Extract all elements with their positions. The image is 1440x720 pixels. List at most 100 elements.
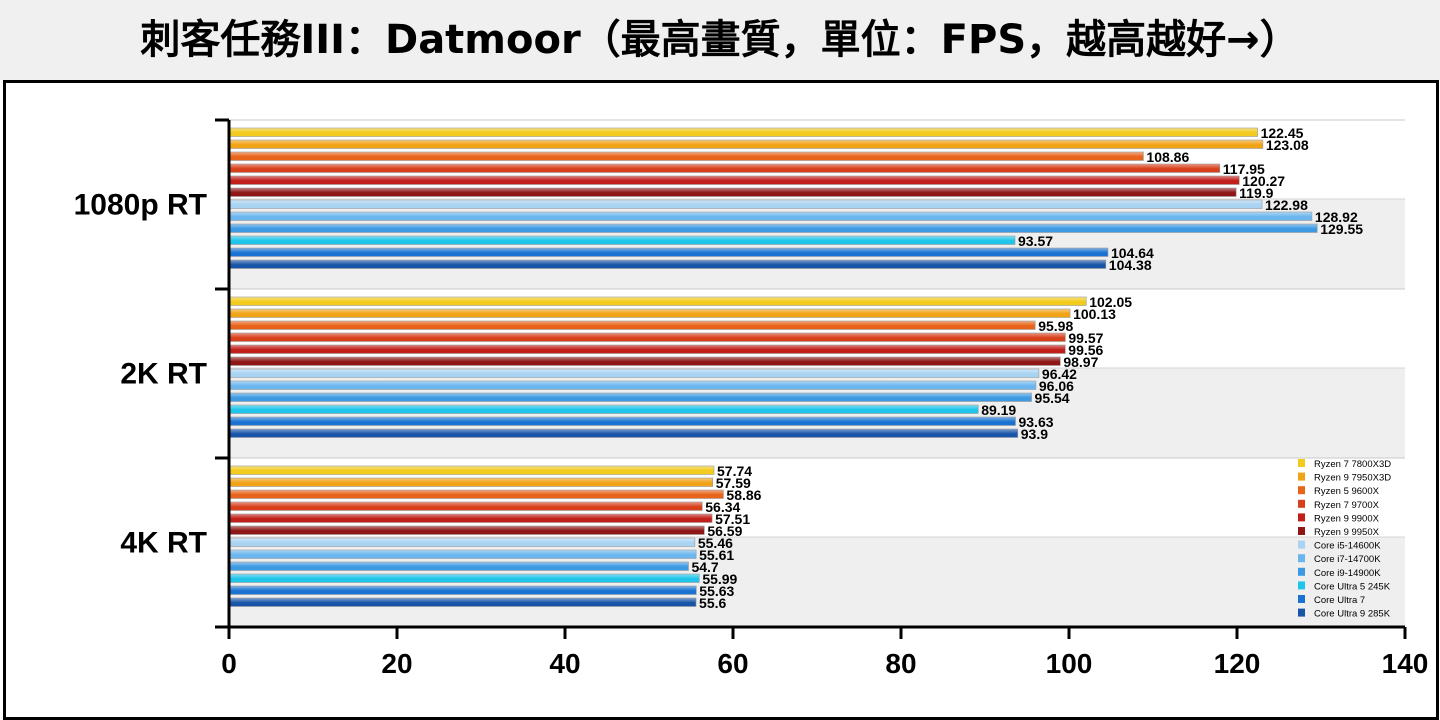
- value-label: 55.6: [699, 595, 726, 611]
- value-label: 58.86: [726, 487, 761, 503]
- x-tick-label: 60: [717, 648, 748, 679]
- bar-4k-rt-ryzen-9-9950x: [228, 525, 705, 535]
- legend-label: Core Ultra 5 245K: [1314, 581, 1391, 592]
- bar-2k-rt-core-i7-14700k: [228, 380, 1037, 390]
- legend-label: Core Ultra 7: [1314, 595, 1365, 606]
- value-label: 102.05: [1089, 294, 1132, 310]
- bar-4k-rt-core-ultra-9-285k: [228, 597, 697, 607]
- legend-item-ryzen-5-9600x: Ryzen 5 9600X: [1298, 486, 1380, 497]
- value-label: 99.56: [1068, 342, 1103, 358]
- bar-4k-rt-core-ultra-5-245k: [228, 573, 700, 583]
- bar-4k-rt-core-i9-14900k: [228, 561, 689, 571]
- x-tick-label: 20: [381, 648, 412, 679]
- bar-2k-rt-core-i5-14600k: [228, 368, 1040, 378]
- value-label: 93.63: [1018, 414, 1053, 430]
- value-label: 93.57: [1018, 233, 1053, 249]
- bar-4k-rt-ryzen-9-7950x3d: [228, 477, 714, 487]
- legend-swatch: [1298, 513, 1305, 522]
- bar-4k-rt-core-i5-14600k: [228, 537, 696, 547]
- bar-1080p-rt-core-ultra-9-285k: [228, 259, 1107, 269]
- bar-1080p-rt-ryzen-9-7950x3d: [228, 139, 1264, 149]
- value-label: 100.13: [1073, 306, 1116, 322]
- legend-item-ryzen-7-9700x: Ryzen 7 9700X: [1298, 499, 1380, 511]
- legend-swatch: [1298, 459, 1305, 467]
- value-label: 56.34: [705, 499, 740, 515]
- legend-item-core-i9-14900k: Core i9-14900K: [1298, 567, 1381, 579]
- bar-4k-rt-ryzen-5-9600x: [228, 489, 724, 499]
- bar-1080p-rt-ryzen-9-9900x: [228, 175, 1240, 185]
- legend-swatch: [1298, 527, 1305, 535]
- bar-4k-rt-ryzen-9-9900x: [228, 513, 713, 523]
- legend-label: Core i7-14700K: [1314, 554, 1381, 565]
- bar-1080p-rt-core-i5-14600k: [228, 199, 1263, 209]
- value-label: 55.46: [698, 535, 733, 551]
- legend-swatch: [1298, 472, 1305, 481]
- bar-2k-rt-core-ultra-7: [228, 416, 1016, 426]
- legend-item-core-ultra-7: Core Ultra 7: [1298, 595, 1365, 606]
- bar-1080p-rt-ryzen-7-7800x3d: [228, 127, 1258, 137]
- bar-1080p-rt-core-ultra-5-245k: [228, 235, 1016, 245]
- legend-swatch: [1298, 567, 1305, 576]
- legend-label: Ryzen 5 9600X: [1314, 486, 1380, 497]
- bar-2k-rt-ryzen-7-9700x: [228, 332, 1066, 342]
- legend-item-ryzen-7-7800x3d: Ryzen 7 7800X3D: [1298, 459, 1391, 470]
- legend-label: Core Ultra 9 285K: [1314, 609, 1391, 620]
- bar-1080p-rt-core-i7-14700k: [228, 211, 1313, 221]
- x-tick-label: 0: [221, 648, 237, 679]
- legend-item-core-i5-14600k: Core i5-14600K: [1298, 540, 1381, 552]
- legend-swatch: [1298, 499, 1305, 508]
- bar-2k-rt-core-i9-14900k: [228, 392, 1032, 402]
- legend-swatch: [1298, 540, 1305, 549]
- bar-4k-rt-ryzen-7-7800x3d: [228, 465, 715, 475]
- value-label: 104.38: [1109, 257, 1152, 273]
- bar-1080p-rt-core-ultra-7: [228, 247, 1109, 257]
- value-label: 54.7: [691, 559, 718, 575]
- bar-1080p-rt-core-i9-14900k: [228, 223, 1318, 233]
- bar-2k-rt-ryzen-7-7800x3d: [228, 296, 1087, 306]
- legend-item-core-ultra-5-245k: Core Ultra 5 245K: [1298, 581, 1391, 592]
- value-label: 122.45: [1261, 125, 1304, 141]
- legend-item-core-ultra-9-285k: Core Ultra 9 285K: [1298, 608, 1391, 620]
- value-label: 55.63: [699, 583, 734, 599]
- bar-4k-rt-core-i7-14700k: [228, 549, 697, 559]
- value-label: 98.97: [1063, 354, 1098, 370]
- value-label: 120.27: [1242, 173, 1285, 189]
- value-label: 56.59: [707, 523, 742, 539]
- legend-label: Ryzen 7 9700X: [1314, 500, 1380, 511]
- bar-2k-rt-core-ultra-9-285k: [228, 428, 1019, 438]
- value-label: 57.51: [715, 511, 750, 527]
- value-label: 57.74: [717, 463, 752, 479]
- bar-1080p-rt-ryzen-9-9950x: [228, 187, 1237, 197]
- category-label-1080p-rt: 1080p RT: [74, 189, 207, 222]
- legend-label: Ryzen 9 9950X: [1314, 527, 1380, 538]
- value-label: 95.98: [1038, 318, 1073, 334]
- bar-1080p-rt-ryzen-7-9700x: [228, 163, 1221, 173]
- legend-label: Ryzen 7 7800X3D: [1314, 459, 1391, 470]
- value-label: 104.64: [1111, 245, 1154, 261]
- legend-label: Core i5-14600K: [1314, 541, 1381, 552]
- x-tick-label: 140: [1382, 648, 1429, 679]
- value-label: 89.19: [981, 402, 1016, 418]
- bar-1080p-rt-ryzen-5-9600x: [228, 151, 1144, 161]
- bar-2k-rt-core-ultra-5-245k: [228, 404, 979, 414]
- legend-swatch: [1298, 595, 1305, 603]
- bar-4k-rt-ryzen-7-9700x: [228, 501, 703, 511]
- legend-item-ryzen-9-9950x: Ryzen 9 9950X: [1298, 527, 1380, 538]
- legend-swatch: [1298, 486, 1305, 495]
- x-tick-label: 100: [1046, 648, 1093, 679]
- legend-swatch: [1298, 581, 1305, 590]
- bar-4k-rt-core-ultra-7: [228, 585, 697, 595]
- legend-swatch: [1298, 608, 1305, 617]
- category-label-4k-rt: 4K RT: [120, 527, 207, 560]
- value-label: 96.06: [1039, 378, 1074, 394]
- value-label: 108.86: [1146, 149, 1189, 165]
- category-label-2k-rt: 2K RT: [120, 358, 207, 391]
- value-label: 55.99: [702, 571, 737, 587]
- bar-2k-rt-ryzen-9-9900x: [228, 344, 1066, 354]
- legend-label: Core i9-14900K: [1314, 568, 1381, 579]
- x-tick-label: 120: [1214, 648, 1261, 679]
- bar-2k-rt-ryzen-9-7950x3d: [228, 308, 1071, 318]
- legend-label: Ryzen 9 9900X: [1314, 513, 1380, 524]
- value-label: 95.54: [1035, 390, 1070, 406]
